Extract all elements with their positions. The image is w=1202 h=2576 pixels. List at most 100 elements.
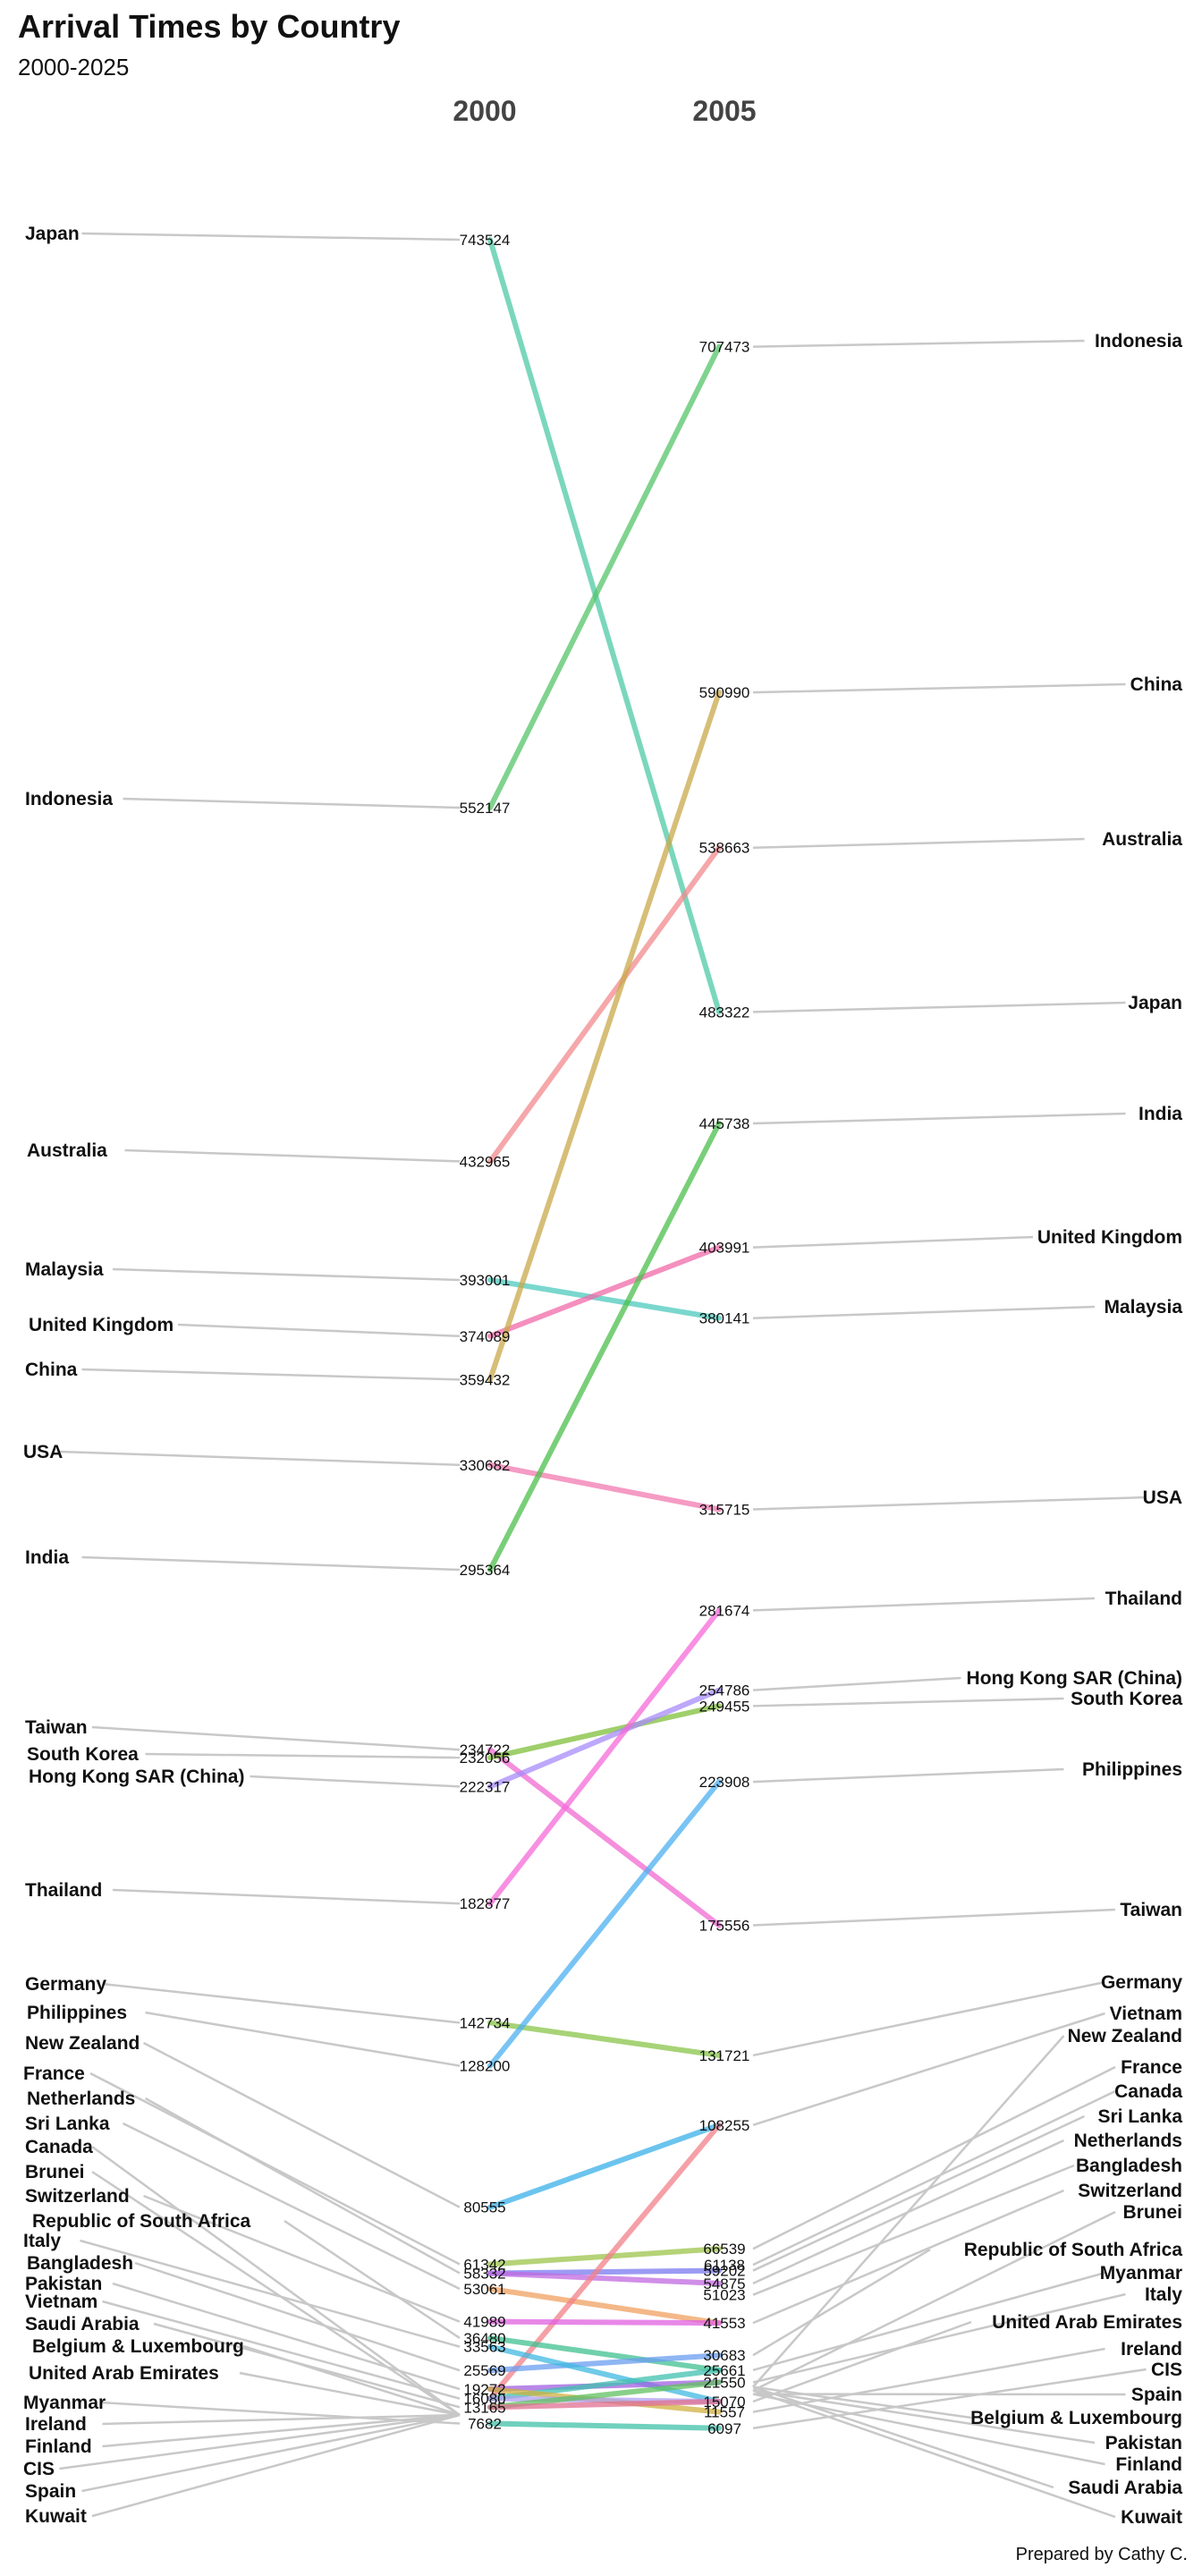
- country-label-2005-philippines: Philippines: [1082, 1759, 1182, 1780]
- country-label-2005-bangladesh: Bangladesh: [1076, 2156, 1182, 2176]
- value-label-2000-italy: 33563: [463, 2339, 505, 2356]
- leader-2005-taiwan: [752, 1908, 1116, 1927]
- value-label-2005-china: 590990: [699, 684, 750, 701]
- country-label-2005-spain: Spain: [1131, 2385, 1182, 2405]
- country-label-2000-pakistan: Pakistan: [25, 2274, 102, 2294]
- leader-2005-cis: [752, 2368, 1147, 2430]
- country-label-2005-republic-of-south-africa: Republic of South Africa: [964, 2240, 1183, 2260]
- country-label-2005-canada: Canada: [1114, 2081, 1182, 2102]
- leader-2000-indonesia: [123, 797, 461, 809]
- country-label-2005-japan: Japan: [1128, 993, 1182, 1013]
- leader-2005-indonesia: [752, 339, 1085, 348]
- country-label-2000-united-arab-emirates: United Arab Emirates: [29, 2363, 219, 2384]
- value-label-2000-vietnam: 16080: [463, 2391, 505, 2408]
- value-label-2000-france: 61342: [463, 2256, 505, 2273]
- series-line-sri-lanka: [487, 2285, 722, 2326]
- series-line-indonesia: [487, 343, 722, 810]
- country-label-2000-cis: CIS: [23, 2459, 55, 2479]
- country-label-2000-myanmar: Myanmar: [23, 2393, 106, 2413]
- leader-2000-sri-lanka: [122, 2122, 461, 2291]
- country-label-2005-china: China: [1130, 674, 1183, 695]
- leader-lines: [59, 232, 1147, 2519]
- country-label-2005-cis: CIS: [1151, 2360, 1182, 2380]
- series-line-australia: [487, 844, 722, 1165]
- leader-2005-france: [752, 2065, 1116, 2250]
- series-line-taiwan: [487, 1747, 722, 1928]
- country-label-2005-france: France: [1121, 2057, 1182, 2078]
- leader-2005-italy: [752, 2292, 1126, 2384]
- leader-2000-finland: [102, 2413, 461, 2448]
- leader-2000-vietnam: [102, 2300, 461, 2400]
- country-label-2005-united-arab-emirates: United Arab Emirates: [992, 2312, 1182, 2333]
- value-label-2005-republic-of-south-africa: 30683: [703, 2347, 745, 2364]
- value-label-2005-philippines: 223908: [699, 1774, 750, 1791]
- value-label-2005-bangladesh: 51023: [703, 2287, 745, 2304]
- leader-2000-taiwan: [91, 1725, 461, 1751]
- leader-2000-malaysia: [112, 1267, 461, 1282]
- country-label-2000-italy: Italy: [23, 2231, 61, 2251]
- value-label-2000-philippines: 128200: [460, 2058, 511, 2075]
- leader-2000-japan: [81, 232, 461, 242]
- value-label-2005-italy: 21550: [703, 2374, 745, 2391]
- leader-2000-philippines: [145, 2011, 461, 2067]
- column-header-2000: 2000: [453, 95, 516, 127]
- value-label-2005-taiwan: 175556: [699, 1918, 750, 1935]
- leader-2005-republic-of-south-africa: [752, 2248, 931, 2357]
- country-label-2005-india: India: [1139, 1104, 1182, 1124]
- country-label-2000-china: China: [25, 1360, 78, 1380]
- country-label-2005-sri-lanka: Sri Lanka: [1097, 2106, 1182, 2127]
- country-label-2005-finland: Finland: [1115, 2454, 1182, 2475]
- leader-2000-hong-kong-sar-china: [250, 1775, 461, 1788]
- country-label-2005-hong-kong-sar-china: Hong Kong SAR (China): [967, 1668, 1182, 1689]
- value-label-2005-ireland: 11557: [704, 2404, 745, 2421]
- country-label-2000-canada: Canada: [25, 2137, 93, 2157]
- country-label-2000-republic-of-south-africa: Republic of South Africa: [32, 2211, 251, 2232]
- value-label-2005-germany: 131721: [699, 2047, 750, 2064]
- series-line-canada: [487, 2270, 722, 2286]
- country-label-2000-philippines: Philippines: [27, 2003, 127, 2023]
- leader-2005-united-arab-emirates: [752, 2320, 972, 2403]
- value-label-2000-germany: 142734: [460, 2014, 511, 2031]
- country-label-2000-finland: Finland: [25, 2436, 92, 2457]
- series-line-france: [487, 2246, 722, 2267]
- country-label-2000-japan: Japan: [25, 224, 80, 244]
- leader-2005-switzerland: [752, 2189, 1064, 2325]
- value-label-2005-united-arab-emirates: 15070: [703, 2394, 745, 2411]
- country-label-2005-belgium-luxembourg: Belgium & Luxembourg: [970, 2408, 1182, 2428]
- leader-2000-australia: [124, 1148, 461, 1163]
- country-label-2000-sri-lanka: Sri Lanka: [25, 2114, 110, 2134]
- value-label-2000-bangladesh: 25569: [463, 2362, 505, 2379]
- series-line-philippines: [487, 1779, 722, 2069]
- leader-2005-saudi-arabia: [752, 2385, 1054, 2489]
- value-label-2005-south-korea: 249455: [699, 1698, 750, 1715]
- series-line-brunei: [487, 2122, 722, 2402]
- chart-subtitle: 2000-2025: [18, 54, 129, 80]
- column-header-2005: 2005: [692, 95, 756, 127]
- leader-2005-thailand: [752, 1597, 1096, 1612]
- series-line-thailand: [487, 1607, 722, 1907]
- leader-2005-kuwait: [752, 2389, 1116, 2519]
- country-label-2000-bangladesh: Bangladesh: [27, 2253, 133, 2274]
- value-label-2005-japan: 483322: [699, 1004, 750, 1021]
- leader-2000-thailand: [112, 1888, 461, 1905]
- chart-title: Arrival Times by Country: [18, 8, 400, 45]
- leader-2005-india: [752, 1112, 1126, 1125]
- country-label-2000-malaysia: Malaysia: [25, 1259, 104, 1280]
- country-label-2000-usa: USA: [23, 1442, 63, 1462]
- leader-2005-germany: [752, 1980, 1105, 2057]
- country-labels: Japan Indonesia Australia Malaysia United Ki…: [23, 224, 1182, 2528]
- value-label-2005-vietnam: 108255: [699, 2117, 750, 2134]
- series-line-malaysia: [487, 1277, 722, 1321]
- series-line-ireland: [487, 2420, 722, 2431]
- value-label-2000-thailand: 182877: [460, 1895, 511, 1912]
- leader-2005-brunei: [752, 2210, 1116, 2392]
- country-label-2005-vietnam: Vietnam: [1110, 2004, 1182, 2024]
- value-label-2005-indonesia: 707473: [699, 339, 750, 356]
- country-label-2000-kuwait: Kuwait: [25, 2506, 87, 2527]
- leader-2000-new-zealand: [142, 2041, 461, 2208]
- value-label-2005-switzerland: 41553: [703, 2315, 745, 2332]
- country-label-2005-indonesia: Indonesia: [1095, 331, 1182, 352]
- value-label-2000-pakistan: 19272: [463, 2381, 505, 2398]
- value-label-2000-malaysia: 393001: [460, 1272, 511, 1289]
- leader-2000-united-arab-emirates: [239, 2371, 461, 2417]
